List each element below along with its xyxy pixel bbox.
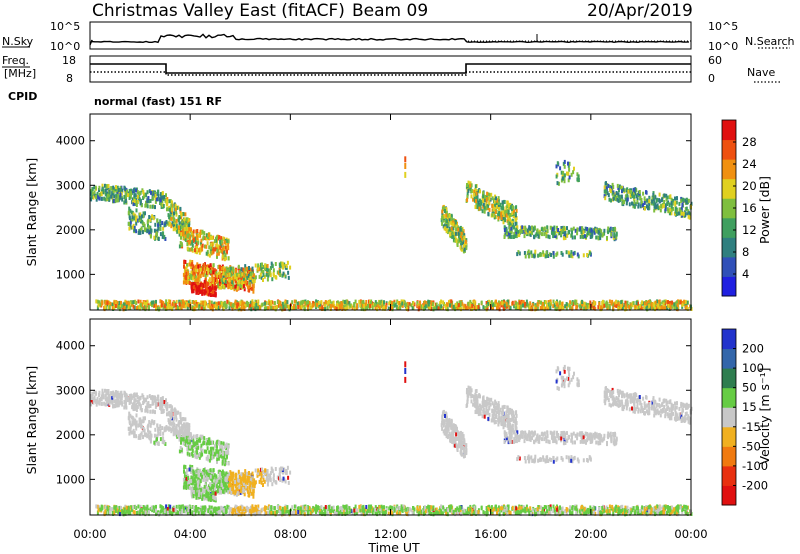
colorbar-segment: [722, 276, 736, 297]
x-tick-label: 00:00: [674, 527, 707, 541]
x-tick-label: 12:00: [374, 527, 407, 541]
freq-tick-bottom: 8: [66, 72, 73, 85]
y-tick-label: 2000: [56, 223, 85, 237]
colorbar-segment: [722, 198, 736, 219]
nsearch-tick-bottom: 10^0: [708, 40, 738, 53]
colorbar-segment: [722, 465, 736, 486]
colorbar-tick-label: 50: [742, 381, 757, 395]
freq-trace: [90, 63, 691, 74]
nsky-tick-top: 10^5: [50, 20, 80, 33]
colorbar-segment: [722, 139, 736, 160]
colorbar-segment: [722, 256, 736, 277]
x-tick-label: 16:00: [474, 527, 507, 541]
velocity-cells: [89, 318, 693, 517]
colorbar-tick-label: 12: [742, 223, 757, 237]
date-label: 20/Apr/2019: [587, 1, 693, 21]
cpid-value: normal (fast) 151 RF: [94, 95, 222, 108]
nave-label: Nave: [747, 66, 775, 79]
nsearch-label: N.Search: [745, 35, 795, 48]
nsky-trace: [89, 33, 690, 46]
colorbar-tick-label: 100: [742, 361, 764, 375]
noise-panel: N.Sky 10^5 10^0 10^5 10^0 N.Search: [2, 20, 795, 53]
nsky-label: N.Sky: [2, 35, 34, 48]
x-tick-label: 04:00: [174, 527, 207, 541]
velocity-panel: 4000 3000 2000 1000 Slant Range [km] 200 100…: [24, 318, 772, 517]
x-axis: 00:00 04:00 08:00 12:00 16:00 20:00 00:00: [73, 114, 708, 541]
colorbar-tick-label: 24: [742, 157, 757, 171]
colorbar-segment: [722, 426, 736, 447]
velocity-colorbar-label: Velocity [m s⁻¹]: [757, 367, 772, 464]
x-axis-label: Time UT: [367, 540, 420, 554]
colorbar-segment: [722, 368, 736, 389]
beam-label: Beam 09: [352, 1, 428, 21]
x-tick-label: 00:00: [73, 527, 106, 541]
colorbar-tick-label: -15: [742, 420, 761, 434]
colorbar-tick-label: 15: [742, 400, 757, 414]
velocity-ylabel: Slant Range [km]: [24, 366, 39, 475]
colorbar-segment: [722, 485, 736, 506]
freq-label: Freq.: [2, 54, 29, 67]
power-ylabel: Slant Range [km]: [24, 158, 39, 267]
nave-tick-bottom: 0: [708, 72, 715, 85]
colorbar-segment: [722, 387, 736, 408]
y-tick-label: 1000: [56, 472, 85, 486]
freq-panel: Freq. [MHz] 18 8 60 0 Nave: [2, 54, 782, 85]
colorbar-tick-label: 4: [742, 267, 749, 281]
colorbar-tick-label: -100: [742, 459, 768, 473]
y-tick-label: 3000: [56, 383, 85, 397]
velocity-yticks: 4000 3000 2000 1000: [56, 339, 691, 486]
colorbar-segment: [722, 329, 736, 350]
freq-tick-top: 18: [62, 54, 76, 67]
colorbar-tick-label: 20: [742, 179, 757, 193]
colorbar-segment: [722, 237, 736, 258]
colorbar-segment: [722, 407, 736, 428]
velocity-colorbar: 200 100 50 15 -15 -50 -100 -200: [721, 328, 768, 506]
nave-trace: [90, 71, 691, 76]
colorbar-segment: [722, 217, 736, 238]
x-tick-label: 20:00: [574, 527, 607, 541]
colorbar-segment: [722, 120, 736, 141]
y-tick-label: 4000: [56, 134, 85, 148]
power-colorbar: 28 24 20 16 12 8 4: [721, 119, 757, 297]
colorbar-tick-label: -50: [742, 439, 761, 453]
freq-unit-label: [MHz]: [4, 67, 36, 80]
nave-tick-top: 60: [708, 54, 722, 67]
power-colorbar-label: Power [dB]: [757, 176, 772, 244]
y-tick-label: 2000: [56, 428, 85, 442]
nsky-tick-bottom: 10^0: [50, 40, 80, 53]
cpid-label: CPID: [8, 90, 37, 103]
nsearch-tick-top: 10^5: [708, 20, 738, 33]
y-tick-label: 1000: [56, 267, 85, 281]
plot-title: Christmas Valley East (fitACF): [92, 1, 345, 21]
colorbar-tick-label: 28: [742, 135, 757, 149]
colorbar-tick-label: 8: [742, 245, 749, 259]
colorbar-segment: [722, 159, 736, 180]
colorbar-tick-label: 16: [742, 201, 757, 215]
colorbar-segment: [722, 348, 736, 369]
power-yticks: 4000 3000 2000 1000: [56, 134, 691, 281]
y-tick-label: 3000: [56, 178, 85, 192]
colorbar-tick-label: 200: [742, 342, 764, 356]
colorbar-segment: [722, 446, 736, 467]
colorbar-segment: [722, 178, 736, 199]
y-tick-label: 4000: [56, 339, 85, 353]
colorbar-tick-label: -200: [742, 478, 768, 492]
power-cells: [89, 113, 693, 312]
power-panel: 4000 3000 2000 1000 Slant Range [km] 28 24 20…: [24, 113, 772, 312]
x-tick-label: 08:00: [274, 527, 307, 541]
